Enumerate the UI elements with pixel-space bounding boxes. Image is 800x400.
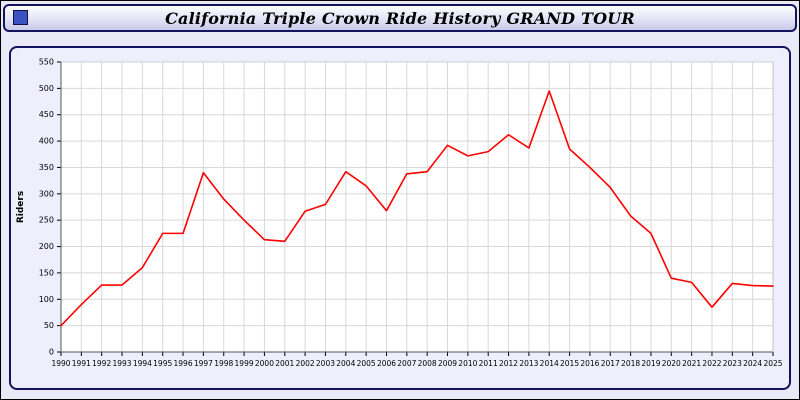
- svg-text:2024: 2024: [743, 359, 762, 368]
- svg-text:2015: 2015: [560, 359, 579, 368]
- svg-text:150: 150: [39, 268, 54, 277]
- svg-text:2018: 2018: [621, 359, 640, 368]
- svg-text:1990: 1990: [51, 359, 70, 368]
- svg-text:550: 550: [39, 58, 54, 67]
- svg-text:2017: 2017: [601, 359, 620, 368]
- svg-text:400: 400: [39, 137, 54, 146]
- svg-text:500: 500: [39, 84, 54, 93]
- svg-text:2019: 2019: [641, 359, 660, 368]
- svg-text:1992: 1992: [92, 359, 111, 368]
- svg-text:2020: 2020: [662, 359, 681, 368]
- svg-text:2005: 2005: [357, 359, 376, 368]
- svg-text:200: 200: [39, 242, 54, 251]
- window-icon: [13, 10, 28, 25]
- svg-text:100: 100: [39, 295, 54, 304]
- svg-text:2007: 2007: [397, 359, 416, 368]
- svg-text:2002: 2002: [296, 359, 315, 368]
- svg-text:1999: 1999: [235, 359, 254, 368]
- svg-text:2000: 2000: [255, 359, 274, 368]
- chart-title: California Triple Crown Ride History GRA…: [165, 8, 635, 28]
- svg-text:2023: 2023: [723, 359, 742, 368]
- y-axis-label: Riders: [16, 191, 26, 223]
- svg-text:50: 50: [44, 321, 54, 330]
- svg-text:1998: 1998: [214, 359, 233, 368]
- svg-text:2021: 2021: [682, 359, 701, 368]
- svg-text:350: 350: [39, 163, 54, 172]
- svg-text:2012: 2012: [499, 359, 518, 368]
- svg-text:2011: 2011: [479, 359, 498, 368]
- svg-text:450: 450: [39, 110, 54, 119]
- svg-text:2013: 2013: [519, 359, 538, 368]
- svg-text:250: 250: [39, 216, 54, 225]
- svg-text:2016: 2016: [580, 359, 599, 368]
- title-bar: California Triple Crown Ride History GRA…: [3, 4, 797, 32]
- svg-text:1991: 1991: [72, 359, 91, 368]
- svg-text:2010: 2010: [458, 359, 477, 368]
- svg-text:0: 0: [49, 348, 54, 357]
- chart-panel: 0 50 100 150 200 250 300 350 400 450 500 550 1990 199…: [9, 46, 791, 390]
- svg-text:2004: 2004: [336, 359, 355, 368]
- svg-text:2001: 2001: [275, 359, 294, 368]
- svg-text:2006: 2006: [377, 359, 396, 368]
- svg-text:2022: 2022: [702, 359, 721, 368]
- svg-text:2025: 2025: [763, 359, 782, 368]
- svg-text:300: 300: [39, 189, 54, 198]
- svg-text:1994: 1994: [133, 359, 152, 368]
- svg-text:1996: 1996: [174, 359, 193, 368]
- svg-text:2003: 2003: [316, 359, 335, 368]
- svg-text:1993: 1993: [112, 359, 131, 368]
- svg-text:2009: 2009: [438, 359, 457, 368]
- svg-text:1997: 1997: [194, 359, 213, 368]
- svg-text:1995: 1995: [153, 359, 172, 368]
- svg-text:2008: 2008: [418, 359, 437, 368]
- svg-text:2014: 2014: [540, 359, 559, 368]
